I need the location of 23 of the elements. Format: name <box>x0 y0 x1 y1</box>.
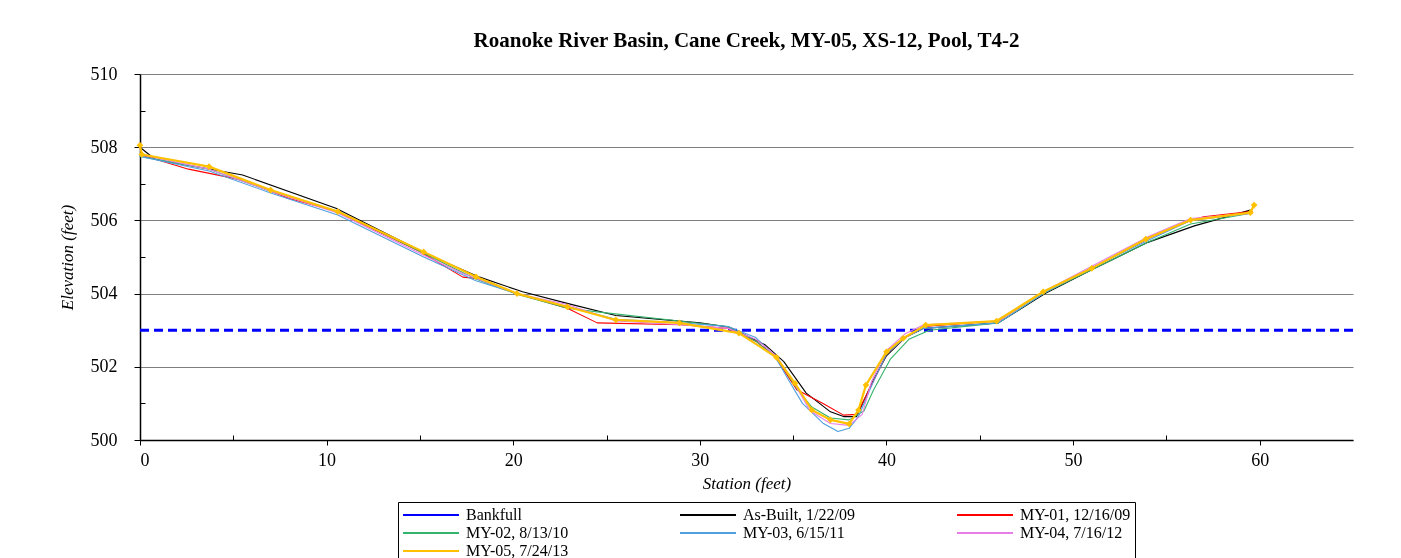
x-tick-label: 50 <box>1064 449 1083 470</box>
x-tick-label: 60 <box>1251 449 1270 470</box>
legend-label: MY-02, 8/13/10 <box>466 524 569 541</box>
y-tick-label: 500 <box>90 429 118 450</box>
y-tick-label: 510 <box>90 63 118 84</box>
legend-label: MY-03, 6/15/11 <box>743 524 845 541</box>
y-tick-label: 508 <box>90 136 118 157</box>
legend-label: MY-05, 7/24/13 <box>466 542 569 558</box>
legend-label: Bankfull <box>466 506 523 523</box>
chart-title: Roanoke River Basin, Cane Creek, MY-05, XS-12, Pool, T4-2 <box>473 28 1020 52</box>
x-tick-label: 30 <box>691 449 710 470</box>
x-tick-label: 10 <box>318 449 337 470</box>
legend-label: MY-04, 7/16/12 <box>1020 524 1123 541</box>
y-axis-title: Elevation (feet) <box>57 204 77 312</box>
x-tick-label: 0 <box>140 449 150 470</box>
y-tick-label: 504 <box>90 283 118 304</box>
y-tick-label: 502 <box>90 356 118 377</box>
x-axis-title: Station (feet) <box>702 473 792 493</box>
legend-label: MY-01, 12/16/09 <box>1020 506 1131 523</box>
legend-label: As-Built, 1/22/09 <box>743 506 856 523</box>
y-tick-label: 506 <box>90 209 118 230</box>
x-tick-label: 20 <box>504 449 523 470</box>
x-tick-label: 40 <box>877 449 896 470</box>
